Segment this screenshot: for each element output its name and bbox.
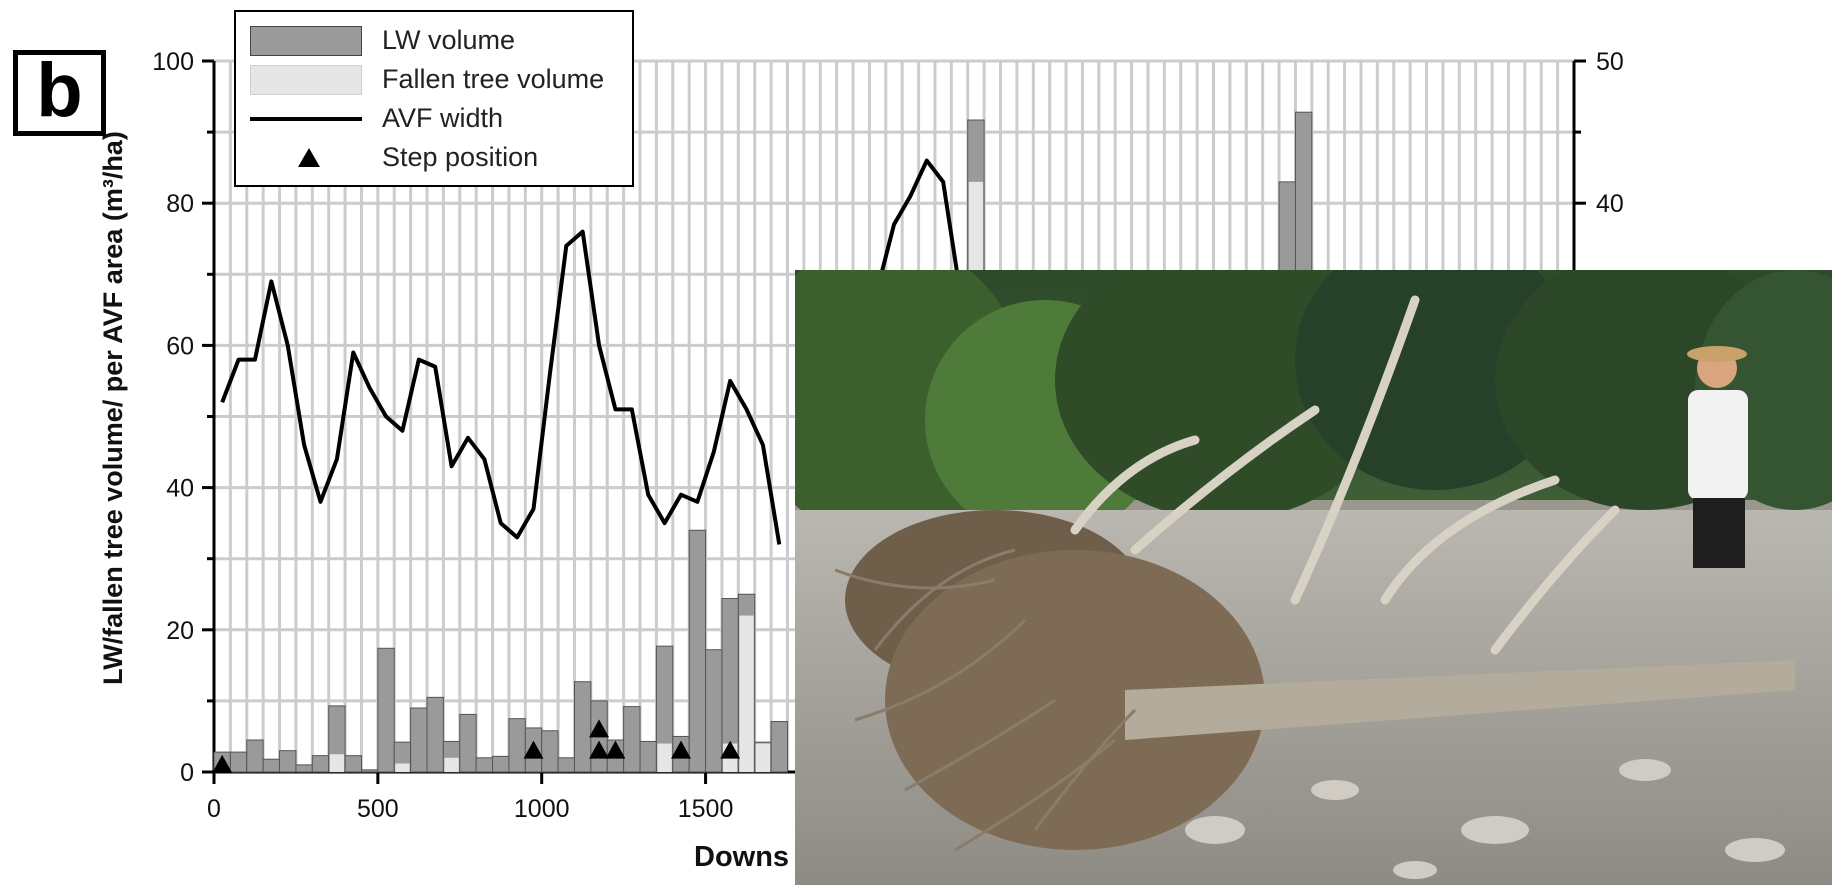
y-tick-label: 100 [152,48,194,76]
legend-item-avf: AVF width [246,99,626,137]
legend-label-fallen: Fallen tree volume [382,64,605,94]
lw-volume-bar [573,681,592,773]
avf-line-swatch [250,117,362,121]
lw-volume-bar [360,769,379,773]
x-tick-label: 1500 [678,795,734,823]
legend-label-lw: LW volume [382,25,516,55]
y-tick-label: 60 [166,332,194,360]
step-position-marker [589,719,610,738]
y-tick-label: 40 [166,475,194,503]
triangle-icon [298,148,320,167]
legend-item-step: Step position [246,138,626,176]
step-position-marker [523,740,544,759]
lw-volume-bar [639,740,657,773]
lw-volume-bar [688,529,707,773]
lw-volume-bar [492,755,510,773]
x-tick-label: 500 [357,795,399,823]
y-tick-label: 0 [180,759,194,787]
y-tick-label: 20 [166,617,194,645]
y-axis-title: LW/fallen tree volume/ per AVF area (m³/… [98,131,128,685]
riverbed-driftwood-photo-icon [795,270,1832,885]
legend-label-step: Step position [382,142,539,172]
y-tick-label: 80 [166,190,194,218]
legend-item-lw: LW volume [246,21,626,59]
legend: LW volume Fallen tree volume AVF width S… [234,10,634,187]
fallen-tree-bar [657,743,672,772]
x-axis-title: Downs [694,841,789,873]
step-position-marker [720,740,741,759]
lw-volume-bar [508,718,526,773]
x-tick-label: 0 [207,795,221,823]
lw-volume-bar [770,721,788,773]
y2-tick-label: 50 [1596,48,1624,76]
lw-volume-bar [410,707,428,773]
legend-item-fallen: Fallen tree volume [246,60,626,98]
avf-width-line-segment [220,229,782,545]
y2-tick-label: 40 [1596,190,1624,218]
step-position-marker [589,740,610,759]
lw-volume-bar [459,713,477,773]
lw-volume-bar [705,649,723,773]
fallen-tree-bar [739,615,754,772]
lw-volume-bar [475,757,494,773]
lw-volume-bar [426,696,444,773]
step-markers [212,719,741,773]
lw-volume-bar [377,647,395,773]
lw-volume-bar [246,739,264,773]
lw-volume-bar [344,755,362,773]
fallen-tree-bar [444,757,459,772]
lw-volume-bar [541,730,559,773]
fallen-tree-bar [329,754,345,772]
panel-label: b [13,50,106,136]
lw-volume-bar [262,758,281,773]
fallen-tree-swatch [250,65,362,95]
fallen-tree-bar [395,763,410,772]
lw-volume-swatch [250,26,362,56]
axis-labels: LW/fallen tree volume/ per AVF area (m³/… [98,48,1624,873]
lw-volume-bar [623,706,641,773]
step-position-marker [212,754,233,773]
step-position-marker [670,740,691,759]
lw-volume-bar [295,764,313,773]
fallen-tree-bar [755,743,771,772]
lw-volume-bar [229,751,248,773]
lw-volume-bar [279,750,297,773]
legend-label-avf: AVF width [382,103,504,133]
x-tick-label: 1000 [514,795,570,823]
lw-volume-bar [557,757,575,773]
lw-volume-bar [311,755,330,773]
step-position-marker [605,740,626,759]
